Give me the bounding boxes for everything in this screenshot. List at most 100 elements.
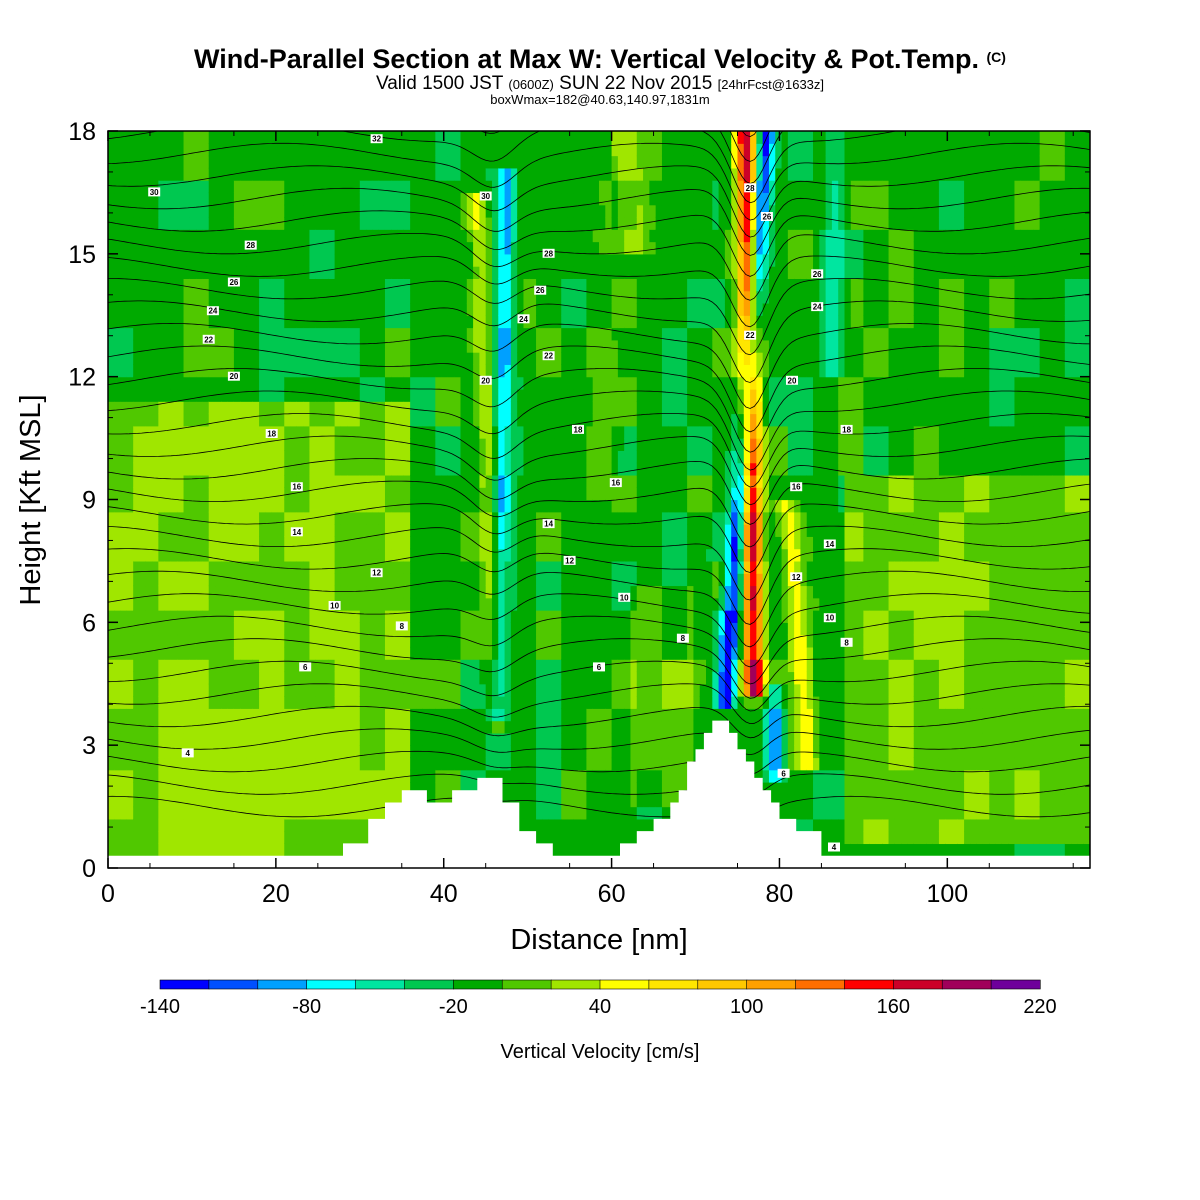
w-cell [561,524,569,537]
w-cell [523,192,531,206]
w-cell [536,327,543,341]
w-cell [498,425,506,439]
w-cell [624,450,632,464]
w-cell [435,450,443,464]
w-cell [523,241,531,255]
w-cell [624,315,632,329]
w-cell [504,450,512,464]
w-cell [347,597,355,611]
w-cell [259,192,266,206]
w-cell [460,278,468,292]
w-cell [120,794,128,808]
w-cell [592,192,600,206]
w-cell [183,831,191,845]
w-cell [416,401,424,415]
w-cell [196,536,204,550]
w-cell [277,241,285,255]
w-cell [378,376,386,390]
w-cell [334,425,342,439]
w-cell [561,573,569,587]
w-cell [208,499,216,513]
w-cell [152,597,159,611]
w-cell [196,646,204,660]
w-cell [542,302,550,316]
w-cell [397,548,405,562]
w-cell [208,818,216,832]
w-cell [592,757,600,771]
w-cell [416,696,424,709]
w-cell [372,696,380,709]
w-cell [114,573,122,587]
w-cell [139,266,147,279]
w-cell [303,315,311,329]
w-cell [265,352,273,365]
w-cell [548,499,556,513]
w-cell [265,339,273,353]
w-cell [215,376,222,390]
w-cell [152,216,159,230]
w-cell [196,622,204,636]
w-cell [366,401,373,415]
w-cell [240,499,248,513]
w-cell [523,143,531,157]
w-cell [372,241,380,255]
w-cell [491,143,499,157]
w-cell [133,474,141,488]
w-cell [403,757,411,771]
w-cell [510,720,518,734]
w-cell [391,659,399,673]
w-cell [460,610,468,623]
w-cell [183,315,191,329]
w-cell [372,302,380,316]
w-cell [580,462,588,476]
w-cell [491,474,499,488]
w-cell [397,302,405,316]
w-cell [429,769,436,783]
w-cell [227,143,235,157]
w-cell [410,646,418,660]
w-cell [517,585,525,599]
w-cell [529,167,537,181]
w-cell [517,155,525,169]
w-cell [227,708,235,722]
w-cell [202,302,210,316]
w-cell [517,352,525,365]
w-cell [359,192,367,206]
w-cell [523,438,531,451]
w-cell [259,167,266,181]
w-cell [491,425,499,439]
w-cell [504,388,512,402]
w-cell [586,548,594,562]
w-cell [303,573,311,587]
w-cell [227,204,235,218]
w-cell [624,462,632,476]
w-cell [315,229,323,243]
w-cell [491,167,499,181]
w-cell [309,131,317,144]
w-cell [517,659,525,673]
w-cell [435,352,443,365]
w-cell [542,438,550,451]
w-cell [422,266,430,279]
w-cell [372,413,380,427]
w-cell [303,204,311,218]
w-cell [177,769,185,783]
w-cell [548,782,556,795]
w-cell [284,524,292,537]
w-cell [202,597,210,611]
w-cell [221,806,229,820]
w-cell [372,352,380,365]
w-cell [473,696,480,709]
w-cell [152,511,159,525]
w-cell [567,216,575,230]
w-cell [322,732,329,746]
w-cell [139,769,147,783]
w-cell [573,241,581,255]
w-cell [108,167,115,181]
w-cell [334,696,342,709]
w-cell [353,818,361,832]
w-cell [536,597,543,611]
w-cell [441,745,449,759]
w-cell [183,782,191,795]
w-cell [510,315,518,329]
